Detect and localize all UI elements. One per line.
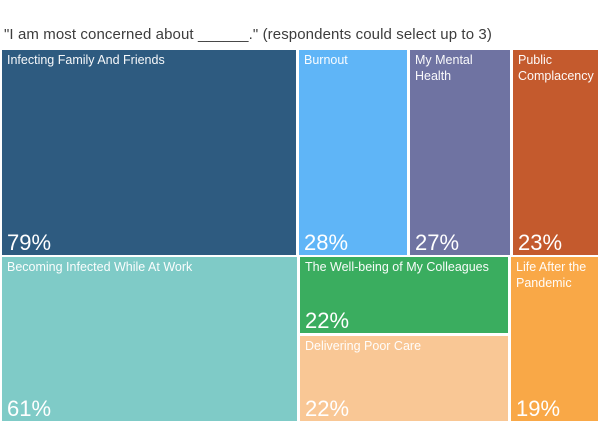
tile-label: Life After the Pandemic (516, 260, 587, 290)
tile-label: Burnout (304, 53, 348, 67)
tile-value: 79% (7, 229, 52, 255)
tile-label: My Mental Health (415, 53, 473, 83)
treemap-tile-infecting-family-and-friends[interactable]: Infecting Family And Friends 79% (2, 50, 296, 255)
tile-label: Public Complacency (518, 53, 594, 83)
tile-label: Infecting Family And Friends (7, 53, 165, 67)
tile-value: 27% (415, 229, 460, 255)
treemap-tile-life-after-the-pandemic[interactable]: Life After the Pandemic 19% (511, 257, 598, 421)
tile-value: 23% (518, 229, 563, 255)
tile-value: 22% (305, 395, 350, 421)
treemap-tile-burnout[interactable]: Burnout 28% (299, 50, 407, 255)
treemap-tile-well-being-of-my-colleagues[interactable]: The Well-being of My Colleagues 22% (300, 257, 508, 333)
tile-value: 28% (304, 229, 349, 255)
treemap-tile-delivering-poor-care[interactable]: Delivering Poor Care 22% (300, 336, 508, 421)
tile-value: 19% (516, 395, 561, 421)
tile-value: 22% (305, 307, 350, 333)
treemap-tile-my-mental-health[interactable]: My Mental Health 27% (410, 50, 510, 255)
tile-label: Delivering Poor Care (305, 339, 422, 353)
chart-title: "I am most concerned about ______." (res… (4, 26, 492, 43)
treemap-tile-becoming-infected-while-at-work[interactable]: Becoming Infected While At Work 61% (2, 257, 297, 421)
treemap-tile-public-complacency[interactable]: Public Complacency 23% (513, 50, 598, 255)
tile-label: Becoming Infected While At Work (7, 260, 193, 274)
tile-label: The Well-being of My Colleagues (305, 260, 489, 274)
tile-value: 61% (7, 395, 52, 421)
